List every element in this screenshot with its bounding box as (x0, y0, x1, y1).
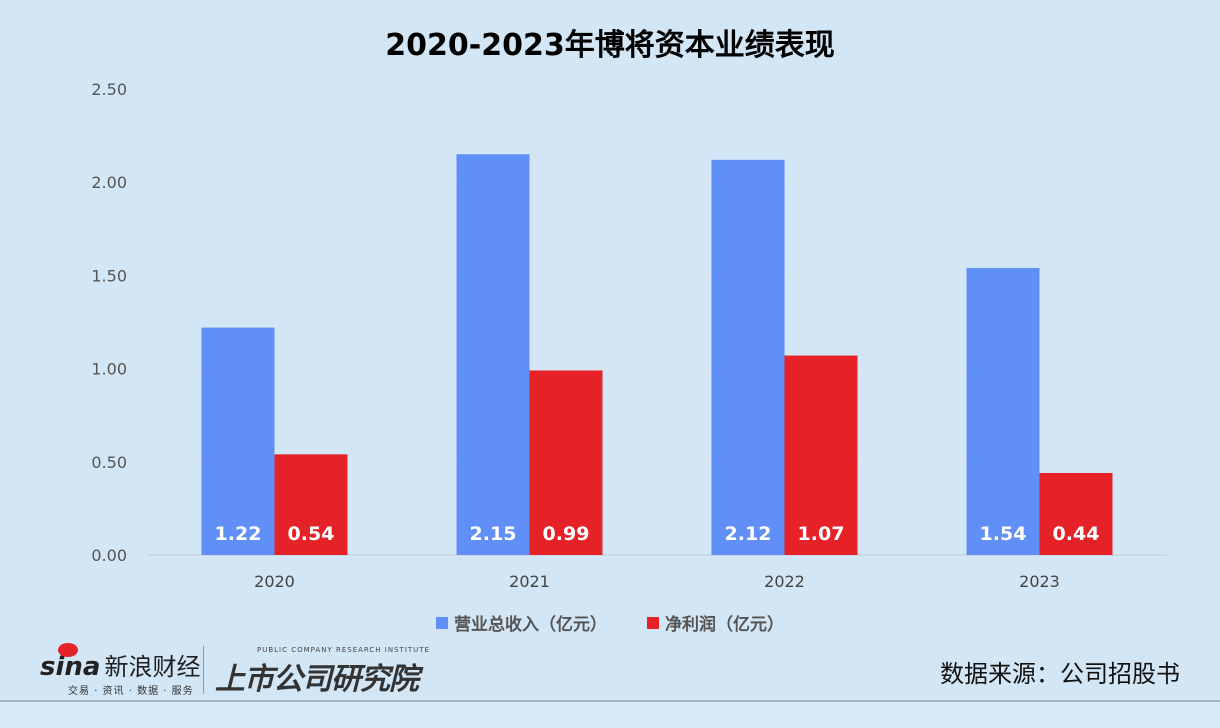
data-label: 2.15 (470, 523, 517, 545)
chart-title: 2020-2023年博将资本业绩表现 (385, 28, 835, 63)
institute-logo-cn: 上市公司研究院 (215, 662, 419, 697)
legend-item-revenue: 营业总收入（亿元） (436, 610, 607, 635)
y-tick-label: 2.50 (91, 80, 127, 99)
bar-net-profit (274, 454, 348, 555)
data-label: 1.22 (215, 523, 262, 545)
y-tick-label: 0.50 (91, 453, 127, 472)
legend-item-net-profit: 净利润（亿元） (647, 610, 784, 635)
sina-tagline: 交易 · 资讯 · 数据 · 服务 (68, 686, 194, 697)
data-label: 2.12 (725, 523, 772, 545)
y-tick-label: 1.00 (91, 360, 127, 379)
y-tick-label: 2.00 (91, 173, 127, 192)
bar-revenue (456, 154, 530, 556)
data-source: 数据来源：公司招股书 (940, 660, 1180, 688)
logo-divider (203, 646, 204, 694)
legend-swatch-revenue (436, 616, 448, 629)
data-label: 0.44 (1053, 523, 1100, 545)
legend-swatch-net-profit (647, 616, 659, 629)
x-tick-label: 2023 (1019, 572, 1060, 591)
sina-brand: sina (40, 652, 101, 682)
legend-label-net-profit: 净利润（亿元） (665, 615, 784, 635)
footer-band (0, 702, 1220, 728)
footer-divider (0, 700, 1220, 702)
legend-label-revenue: 营业总收入（亿元） (454, 615, 607, 635)
y-tick-label: 0.00 (91, 546, 127, 565)
x-tick-label: 2021 (509, 572, 550, 591)
bar-revenue (201, 327, 275, 555)
sina-name: 新浪财经 (104, 653, 201, 681)
bar-chart: 0.00 0.50 1.00 1.50 2.00 2.50 2020 1.22 0.54 2021… (91, 80, 1167, 591)
data-label: 0.99 (543, 523, 590, 545)
bar-revenue (966, 267, 1040, 555)
sina-finance-logo: sina 新浪财经 交易 · 资讯 · 数据 · 服务 (40, 643, 201, 697)
bar-net-profit (1039, 472, 1113, 555)
institute-logo: PUBLIC COMPANY RESEARCH INSTITUTE 上市公司研究… (215, 646, 430, 698)
legend: 营业总收入（亿元） 净利润（亿元） (0, 610, 1220, 635)
bar-net-profit (784, 355, 858, 555)
x-tick-label: 2022 (764, 572, 805, 591)
institute-logo-en: PUBLIC COMPANY RESEARCH INSTITUTE (257, 646, 430, 654)
data-label: 0.54 (288, 523, 335, 545)
data-label: 1.07 (798, 523, 845, 545)
y-tick-label: 1.50 (91, 266, 127, 285)
x-tick-label: 2020 (254, 572, 295, 591)
bar-net-profit (529, 370, 603, 555)
sina-eye-icon (58, 643, 78, 657)
data-label: 1.54 (980, 523, 1027, 545)
bar-revenue (711, 159, 785, 555)
